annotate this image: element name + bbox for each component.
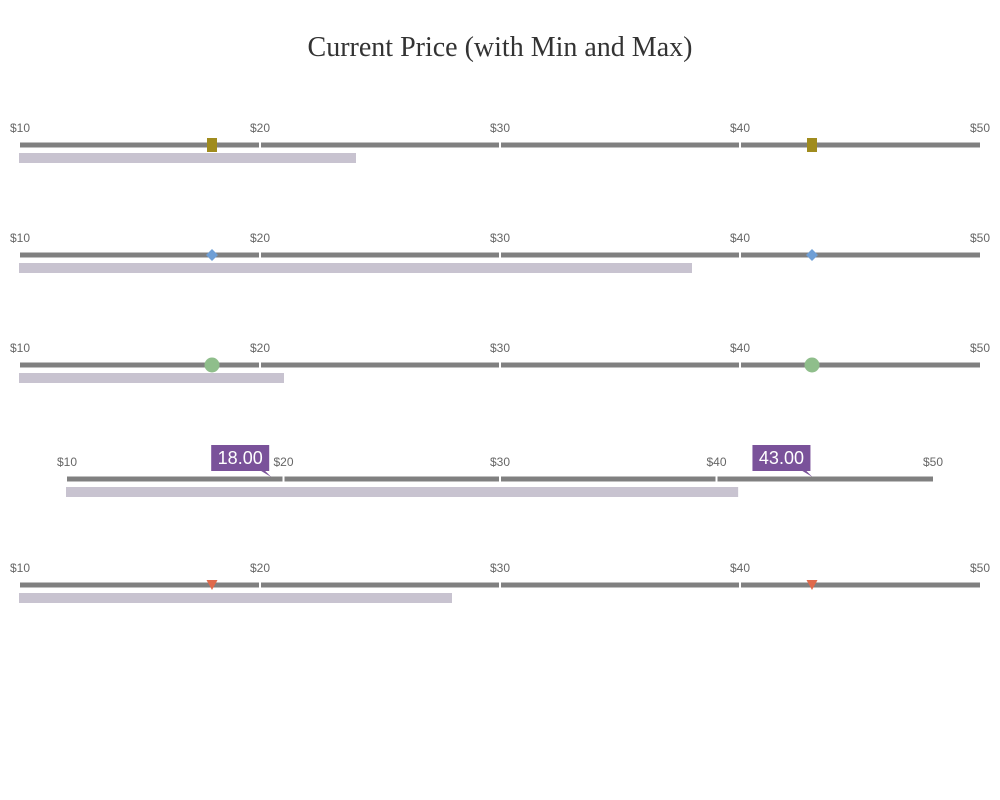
tick-label: $50 [970, 231, 990, 245]
tick-label: $50 [923, 455, 943, 469]
max-marker [806, 249, 818, 261]
tick-mark [499, 252, 501, 258]
tick-label: $10 [10, 121, 30, 135]
tick-label: $30 [490, 561, 510, 575]
tick-mark [739, 582, 741, 588]
tick-label: $50 [970, 121, 990, 135]
current-value-bar [19, 263, 692, 273]
tick-label: $30 [490, 121, 510, 135]
chart-title: Current Price (with Min and Max) [308, 32, 693, 63]
tick-mark [259, 582, 261, 588]
max-marker [804, 357, 820, 373]
tick-label: $10 [10, 341, 30, 355]
tick-mark [499, 142, 501, 148]
current-value-bar [19, 373, 284, 383]
tick-mark [739, 362, 741, 368]
tick-mark [259, 362, 261, 368]
tick-label: $50 [970, 561, 990, 575]
tick-mark [499, 362, 501, 368]
tick-mark [499, 582, 501, 588]
bullet-row: $10 $20 $30 $40 $50 [10, 231, 990, 273]
tick-label: $30 [490, 341, 510, 355]
tick-mark [739, 142, 741, 148]
bullet-row: $10 $20 $30 $40 $50 18.00 43.00 [57, 445, 943, 497]
bullet-row: $10 $20 $30 $40 $50 [10, 561, 990, 603]
max-marker [807, 138, 817, 152]
tick-label: $40 [706, 455, 726, 469]
tick-label: $20 [250, 231, 270, 245]
tick-label: $20 [273, 455, 293, 469]
tick-mark [259, 252, 261, 258]
tick-label: $30 [490, 455, 510, 469]
min-callout-label: 18.00 [218, 448, 263, 468]
min-marker [206, 580, 218, 590]
tick-label: $50 [970, 341, 990, 355]
tick-label: $40 [730, 121, 750, 135]
tick-label: $10 [10, 231, 30, 245]
tick-label: $10 [10, 561, 30, 575]
tick-label: $30 [490, 231, 510, 245]
tick-label: $10 [57, 455, 77, 469]
min-marker [211, 445, 272, 477]
min-marker [206, 249, 218, 261]
tick-label: $40 [730, 561, 750, 575]
min-marker [204, 357, 220, 373]
max-callout-label: 43.00 [759, 448, 804, 468]
tick-label: $40 [730, 341, 750, 355]
max-marker [752, 445, 813, 477]
tick-label: $40 [730, 231, 750, 245]
tick-mark [282, 476, 285, 482]
current-value-bar [66, 487, 739, 497]
tick-label: $20 [250, 561, 270, 575]
tick-mark [259, 142, 261, 148]
bullet-row: $10 $20 $30 $40 $50 [10, 121, 990, 163]
current-value-bar [19, 593, 452, 603]
tick-mark [739, 252, 741, 258]
tick-mark [499, 476, 501, 482]
tick-label: $20 [250, 121, 270, 135]
current-value-bar [19, 153, 356, 163]
tick-label: $20 [250, 341, 270, 355]
tick-mark [715, 476, 718, 482]
max-marker [806, 580, 818, 590]
min-marker [207, 138, 217, 152]
bullet-row: $10 $20 $30 $40 $50 [10, 341, 990, 383]
